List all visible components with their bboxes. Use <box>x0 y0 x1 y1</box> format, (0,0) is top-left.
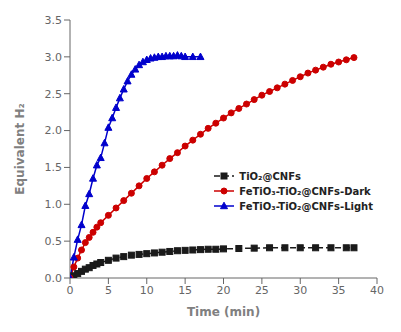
html-text:TiO₂@CNFs: TiO₂@CNFs <box>239 170 301 182</box>
svg-text:0.0: 0.0 <box>45 272 63 285</box>
svg-text:1.0: 1.0 <box>45 198 63 211</box>
svg-text:0: 0 <box>67 284 74 297</box>
svg-text:25: 25 <box>255 284 269 297</box>
svg-text:2.5: 2.5 <box>45 88 63 101</box>
html-text:FeTiO₃-TiO₂@CNFs-Dark: FeTiO₃-TiO₂@CNFs-Dark <box>239 185 371 197</box>
svg-text:Equivalent H₂: Equivalent H₂ <box>13 103 27 194</box>
html-text:FeTiO₃-TiO₂@CNFs-Light: FeTiO₃-TiO₂@CNFs-Light <box>239 200 373 212</box>
svg-text:5: 5 <box>105 284 112 297</box>
svg-text:2.0: 2.0 <box>45 124 63 137</box>
svg-text:10: 10 <box>140 284 154 297</box>
svg-text:1.5: 1.5 <box>45 161 63 174</box>
svg-text:3.5: 3.5 <box>45 14 63 27</box>
svg-text:40: 40 <box>370 284 384 297</box>
svg-text:15: 15 <box>178 284 192 297</box>
svg-text:3.0: 3.0 <box>45 51 63 64</box>
svg-text:0.5: 0.5 <box>45 235 63 248</box>
svg-text:20: 20 <box>217 284 231 297</box>
svg-text:Time (min): Time (min) <box>187 305 260 319</box>
svg-text:35: 35 <box>332 284 346 297</box>
svg-text:30: 30 <box>293 284 307 297</box>
